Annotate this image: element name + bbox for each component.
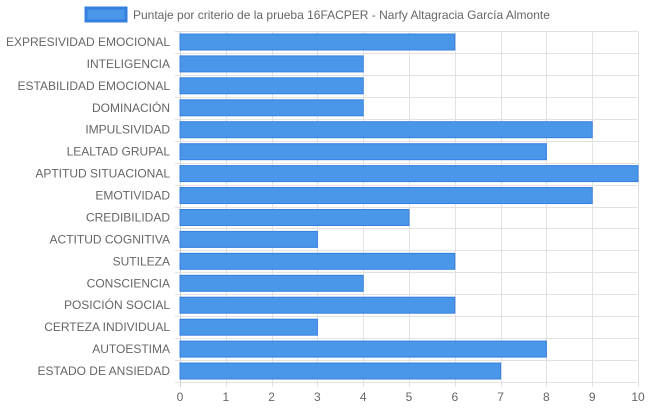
x-tick-label: 0 <box>177 390 184 404</box>
y-tick-label: ESTADO DE ANSIEDAD <box>38 364 171 378</box>
bar[interactable] <box>179 99 364 117</box>
x-tick-label: 9 <box>589 390 596 404</box>
bar[interactable] <box>179 230 318 248</box>
x-tick-label: 7 <box>497 390 504 404</box>
y-tick-label: DOMINACIÓN <box>92 100 170 115</box>
y-tick-label: ACTITUD COGNITIVA <box>50 232 170 246</box>
x-tick-label: 3 <box>314 390 321 404</box>
y-tick-label: CREDIBILIDAD <box>86 211 170 225</box>
y-tick-label: LEALTAD GRUPAL <box>67 145 171 159</box>
x-tick-label: 2 <box>268 390 275 404</box>
grid <box>175 31 639 387</box>
bar[interactable] <box>179 274 364 292</box>
legend-swatch <box>84 6 128 23</box>
bar[interactable] <box>179 187 593 204</box>
bars <box>179 33 639 380</box>
x-tick-label: 6 <box>451 390 458 404</box>
y-tick-label: APTITUD SITUACIONAL <box>35 167 170 181</box>
bar[interactable] <box>179 252 456 270</box>
x-tick-label: 10 <box>631 390 645 404</box>
y-tick-label: EXPRESIVIDAD EMOCIONAL <box>6 35 170 49</box>
legend[interactable]: Puntaje por criterio de la prueba 16FACP… <box>84 6 550 23</box>
y-tick-label: EMOTIVIDAD <box>95 189 170 203</box>
y-tick-label: POSICIÓN SOCIAL <box>64 297 170 312</box>
bar[interactable] <box>179 296 456 314</box>
y-tick-label: CONSCIENCIA <box>87 276 170 290</box>
bar[interactable] <box>179 165 639 183</box>
y-tick-label: CERTEZA INDIVIDUAL <box>44 320 170 334</box>
x-axis-labels: 0 1 2 3 4 5 6 7 8 9 10 <box>177 390 645 404</box>
bar[interactable] <box>179 121 593 139</box>
y-tick-label: SUTILEZA <box>113 254 170 268</box>
bar[interactable] <box>179 340 547 358</box>
y-tick-label: INTELIGENCIA <box>87 57 170 71</box>
x-tick-label: 1 <box>222 390 229 404</box>
x-tick-label: 8 <box>543 390 550 404</box>
bar[interactable] <box>179 77 364 95</box>
y-tick-label: AUTOESTIMA <box>92 342 170 356</box>
y-tick-label: ESTABILIDAD EMOCIONAL <box>18 79 171 93</box>
bar[interactable] <box>179 318 318 336</box>
bar[interactable] <box>179 143 547 161</box>
bar[interactable] <box>179 33 456 51</box>
x-tick-label: 4 <box>360 390 367 404</box>
bar[interactable] <box>179 362 502 380</box>
bar[interactable] <box>179 209 410 226</box>
x-tick-label: 5 <box>406 390 413 404</box>
y-axis-labels: EXPRESIVIDAD EMOCIONAL INTELIGENCIA ESTABI… <box>6 35 170 378</box>
bar[interactable] <box>179 55 364 73</box>
legend-label: Puntaje por criterio de la prueba 16FACP… <box>133 8 550 22</box>
y-tick-label: IMPULSIVIDAD <box>85 123 170 137</box>
